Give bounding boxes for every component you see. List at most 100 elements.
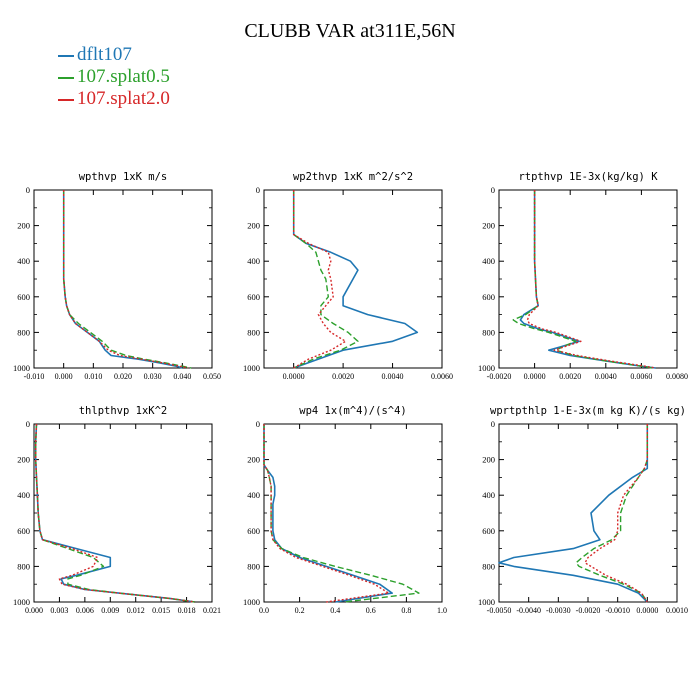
y-tick-label: 1000 [243, 597, 260, 607]
x-tick-label: 0.003 [50, 606, 68, 615]
panel-title: wp4 1x(m^4)/(s^4) [299, 405, 406, 417]
x-tick-label: -0.010 [24, 372, 45, 381]
x-tick-label: 0.0060 [431, 372, 453, 381]
x-tick-label: 0.0020 [559, 372, 581, 381]
panel-frame [33, 189, 213, 369]
y-tick-label: 0 [256, 185, 260, 195]
y-tick-label: 200 [482, 221, 495, 231]
x-tick-label: -0.0020 [487, 372, 512, 381]
x-tick-label: 0.0000 [636, 606, 658, 615]
series-line-107.splat2.0 [293, 190, 347, 369]
y-tick-label: 0 [256, 419, 260, 429]
y-tick-label: 800 [17, 561, 30, 571]
y-tick-label: 200 [17, 455, 30, 465]
y-tick-label: 600 [482, 526, 495, 536]
panel-frame [498, 423, 678, 603]
legend-swatch [58, 54, 74, 57]
legend-item: dflt107 [58, 44, 170, 66]
y-tick-label: 200 [247, 221, 260, 231]
legend-item: 107.splat2.0 [58, 88, 170, 110]
x-tick-label: 0.0080 [666, 372, 688, 381]
series-line-107.splat0.5 [575, 424, 648, 603]
y-tick-label: 1000 [243, 363, 260, 373]
x-tick-label: 0.010 [84, 372, 102, 381]
series-line-dflt107 [519, 190, 656, 369]
series-line-dflt107 [34, 423, 196, 603]
x-tick-label: 0.009 [101, 606, 119, 615]
y-tick-label: 1000 [478, 597, 495, 607]
y-tick-label: 0 [491, 185, 495, 195]
y-tick-label: 0 [26, 419, 30, 429]
x-tick-label: 0.000 [25, 606, 43, 615]
legend-label: 107.splat2.0 [77, 88, 170, 109]
x-tick-label: 0.4 [330, 606, 340, 615]
x-tick-label: 0.006 [76, 606, 94, 615]
x-tick-label: -0.0020 [576, 606, 601, 615]
y-tick-label: 1000 [478, 363, 495, 373]
x-tick-label: 0.030 [144, 372, 162, 381]
y-tick-label: 0 [491, 419, 495, 429]
x-tick-label: 0.040 [173, 372, 191, 381]
series-line-107.splat2.0 [526, 190, 656, 369]
panel-frame [33, 423, 213, 603]
x-tick-label: 0.021 [203, 606, 221, 615]
panel-title: rtpthvp 1E-3x(kg/kg) K [518, 171, 658, 183]
x-tick-label: 0.0040 [382, 372, 404, 381]
series-line-dflt107 [292, 190, 419, 369]
y-tick-label: 400 [482, 256, 495, 266]
y-tick-label: 600 [17, 292, 30, 302]
y-tick-label: 800 [247, 561, 260, 571]
y-tick-label: 800 [482, 327, 495, 337]
y-tick-label: 200 [482, 455, 495, 465]
series-line-107.splat2.0 [63, 190, 189, 369]
x-tick-label: 0.0 [259, 606, 269, 615]
series-line-107.splat0.5 [35, 423, 196, 603]
x-tick-label: -0.0010 [605, 606, 630, 615]
x-tick-label: 0.020 [114, 372, 132, 381]
x-tick-label: 0.012 [127, 606, 145, 615]
x-tick-label: 0.000 [55, 372, 73, 381]
x-tick-label: 0.050 [203, 372, 221, 381]
y-tick-label: 400 [17, 256, 30, 266]
series-line-dflt107 [498, 424, 649, 603]
x-tick-label: -0.0030 [546, 606, 571, 615]
y-tick-label: 200 [247, 455, 260, 465]
legend-label: 107.splat0.5 [77, 66, 170, 87]
x-tick-label: 0.0000 [283, 372, 305, 381]
panel-frame [498, 189, 678, 369]
y-tick-label: 800 [17, 327, 30, 337]
x-tick-label: 0.0020 [332, 372, 354, 381]
series-line-107.splat0.5 [293, 190, 359, 369]
x-tick-label: 0.0040 [595, 372, 617, 381]
y-tick-label: 400 [247, 490, 260, 500]
y-tick-label: 600 [17, 526, 30, 536]
y-tick-label: 600 [247, 526, 260, 536]
panel-title: wp2thvp 1xK m^2/s^2 [293, 171, 413, 183]
y-tick-label: 1000 [13, 363, 30, 373]
x-tick-label: 0.6 [366, 606, 376, 615]
x-tick-label: 0.018 [178, 606, 196, 615]
x-tick-label: 0.015 [152, 606, 170, 615]
y-tick-label: 600 [247, 292, 260, 302]
series-line-107.splat0.5 [263, 424, 420, 603]
y-tick-label: 800 [482, 561, 495, 571]
y-tick-label: 0 [26, 185, 30, 195]
y-tick-label: 600 [482, 292, 495, 302]
y-tick-label: 400 [247, 256, 260, 266]
series-line-107.splat2.0 [584, 424, 648, 603]
y-tick-label: 400 [17, 490, 30, 500]
x-tick-label: 1.0 [437, 606, 447, 615]
x-tick-label: 0.0010 [666, 606, 688, 615]
x-tick-label: -0.0040 [516, 606, 541, 615]
legend-swatch [58, 76, 74, 79]
panel-title: wprtpthlp 1-E-3x(m kg K)/(s kg) [490, 405, 686, 417]
series-line-107.splat2.0 [35, 423, 196, 603]
y-tick-label: 1000 [13, 597, 30, 607]
panel-title: wpthvp 1xK m/s [79, 171, 168, 183]
y-tick-label: 200 [17, 221, 30, 231]
legend-label: dflt107 [77, 44, 132, 65]
x-tick-label: 0.0060 [630, 372, 652, 381]
series-line-107.splat0.5 [63, 190, 192, 369]
y-tick-label: 400 [482, 490, 495, 500]
